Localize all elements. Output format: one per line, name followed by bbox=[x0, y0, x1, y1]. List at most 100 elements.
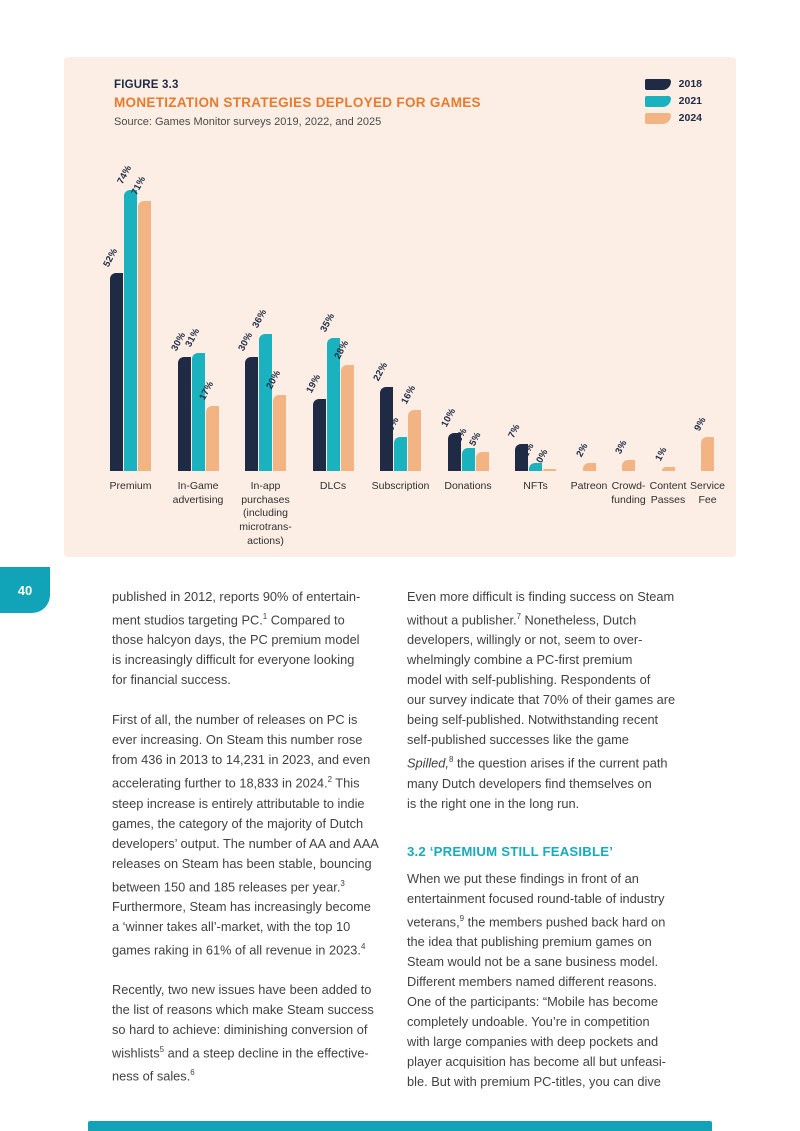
legend-label: 2021 bbox=[678, 95, 702, 107]
bar-value-label: 2% bbox=[573, 441, 591, 460]
chart-bar: 36% bbox=[250, 308, 272, 471]
chart-group: 30% 36% 20% In-app purchases (including mic… bbox=[236, 185, 291, 547]
page-number-badge: 40 bbox=[0, 567, 50, 613]
chart-group: 30% 31% 17% In-Game advertising bbox=[169, 185, 224, 506]
footer-accent-bar bbox=[88, 1121, 712, 1131]
chart-bar: 3% bbox=[613, 438, 635, 471]
bar-value-label: 7% bbox=[506, 422, 523, 441]
legend-row: 2018 bbox=[644, 78, 702, 90]
chart-bar: 22% bbox=[371, 361, 393, 471]
category-label: Premium bbox=[109, 480, 152, 492]
section-heading: 3.2 ‘PREMIUM STILL FEASIBLE’ bbox=[407, 843, 614, 859]
bar-cluster: 19% 35% 28% bbox=[304, 312, 354, 471]
figure-title: MONETIZATION STRATEGIES DEPLOYED FOR GAM… bbox=[114, 95, 481, 110]
bar-cluster: 3% bbox=[613, 438, 635, 471]
chart-bar: 1% bbox=[653, 446, 675, 471]
chart-group: 7% 2% 0% NFTs bbox=[506, 185, 556, 492]
bar-cluster: 7% 2% 0% bbox=[506, 423, 556, 471]
chart-bar: 9% bbox=[385, 415, 407, 471]
category-label: Subscription bbox=[371, 480, 430, 492]
chart-group: 2% Patreon bbox=[571, 185, 608, 492]
figure-source: Source: Games Monitor surveys 2019, 2022… bbox=[114, 116, 382, 128]
legend-swatch bbox=[644, 78, 671, 90]
bar-cluster: 2% bbox=[574, 442, 596, 471]
paragraph: First of all, the number of releases on … bbox=[112, 712, 379, 958]
chart-bar: 2% bbox=[574, 442, 596, 471]
legend-row: 2024 bbox=[644, 112, 702, 124]
bar-value-label: 19% bbox=[303, 372, 323, 395]
bar-value-label: 31% bbox=[182, 326, 202, 350]
chart-bar: 16% bbox=[399, 384, 421, 471]
chart-group: 10% 6% 5% Donations bbox=[439, 185, 492, 492]
bar-cluster: 52% 74% 71% bbox=[101, 163, 151, 471]
chart-bar: 0% bbox=[534, 447, 556, 471]
text-column-right: Even more difficult is finding success o… bbox=[407, 587, 719, 1112]
bar-value-label: 74% bbox=[115, 163, 135, 186]
bar-cluster: 10% 6% 5% bbox=[439, 407, 489, 471]
figure-panel: FIGURE 3.3 MONETIZATION STRATEGIES DEPLO… bbox=[64, 57, 736, 557]
chart-group: 1% Content Passes bbox=[650, 185, 687, 506]
chart-bar: 19% bbox=[304, 372, 326, 471]
chart-group: 19% 35% 28% DLCs bbox=[304, 185, 354, 492]
chart-bar: 17% bbox=[197, 380, 219, 471]
bar-cluster: 1% bbox=[653, 446, 675, 471]
legend-swatch bbox=[644, 95, 671, 107]
chart-bar: 52% bbox=[101, 247, 123, 471]
chart-bar: 35% bbox=[318, 312, 340, 471]
legend-label: 2018 bbox=[678, 78, 702, 90]
paragraph: When we put these findings in front of a… bbox=[407, 870, 666, 1089]
bar-value-label: 30% bbox=[236, 330, 256, 353]
chart-bar: 20% bbox=[264, 369, 286, 471]
chart-group: 22% 9% 16% Subscription bbox=[371, 185, 429, 492]
bar-value-label: 36% bbox=[250, 307, 270, 331]
paragraph: published in 2012, reports 90% of entert… bbox=[112, 589, 361, 688]
chart-bar: 6% bbox=[453, 427, 475, 471]
bar-cluster: 22% 9% 16% bbox=[371, 361, 421, 471]
category-label: Content Passes bbox=[649, 480, 687, 506]
chart-legend: 2018 2021 2024 bbox=[644, 78, 702, 124]
bar-value-label: 0% bbox=[534, 447, 551, 465]
chart-bar: 7% bbox=[506, 423, 528, 471]
chart-bar: 5% bbox=[467, 430, 489, 471]
category-label: Patreon bbox=[570, 480, 608, 492]
category-label: In-app purchases (including microtrans- … bbox=[239, 480, 292, 547]
chart-bar: 74% bbox=[115, 163, 137, 471]
chart-group: 9% Service Fee bbox=[690, 185, 725, 505]
bar-value-label: 71% bbox=[129, 174, 149, 198]
category-label: NFTs bbox=[523, 480, 548, 492]
page-number: 40 bbox=[17, 582, 33, 598]
chart-group: 52% 74% 71% Premium bbox=[101, 163, 151, 492]
bar-value-label: 1% bbox=[652, 445, 670, 464]
bar-value-label: 22% bbox=[371, 360, 391, 384]
chart-bar: 28% bbox=[332, 338, 354, 471]
chart-bar: 71% bbox=[129, 175, 151, 471]
legend-label: 2024 bbox=[678, 112, 702, 124]
bar-cluster: 30% 31% 17% bbox=[169, 327, 219, 471]
bar-value-label: 10% bbox=[438, 406, 458, 429]
bar-value-label: 35% bbox=[317, 311, 337, 334]
text-column-left: published in 2012, reports 90% of entert… bbox=[112, 587, 424, 1107]
paragraph: Even more difficult is finding success o… bbox=[407, 589, 676, 811]
chart-bar: 2% bbox=[520, 442, 542, 471]
bar-value-label: 16% bbox=[399, 383, 419, 407]
paragraph: Recently, two new issues have been added… bbox=[112, 982, 374, 1084]
bar-value-label: 3% bbox=[613, 437, 630, 456]
chart-bar: 31% bbox=[183, 327, 205, 471]
chart-bar: 30% bbox=[169, 331, 191, 471]
category-label: In-Game advertising bbox=[172, 480, 224, 506]
legend-row: 2021 bbox=[644, 95, 702, 107]
figure-number: FIGURE 3.3 bbox=[114, 79, 179, 91]
bar-cluster: 30% 36% 20% bbox=[236, 308, 286, 471]
chart: 52% 74% 71% Premium 30% 31% 17% In-Game adverti… bbox=[101, 163, 725, 547]
category-label: Donations bbox=[444, 480, 492, 492]
chart-bar: 10% bbox=[439, 407, 461, 471]
bar-cluster: 9% bbox=[692, 415, 714, 471]
category-label: DLCs bbox=[319, 480, 347, 492]
category-label: Crowd- funding bbox=[611, 480, 646, 506]
chart-bar: 30% bbox=[236, 331, 258, 471]
category-label: Service Fee bbox=[689, 480, 725, 506]
bar-value-label: 9% bbox=[692, 415, 709, 433]
chart-bar: 9% bbox=[692, 415, 714, 471]
bar-value-label: 5% bbox=[466, 430, 484, 448]
